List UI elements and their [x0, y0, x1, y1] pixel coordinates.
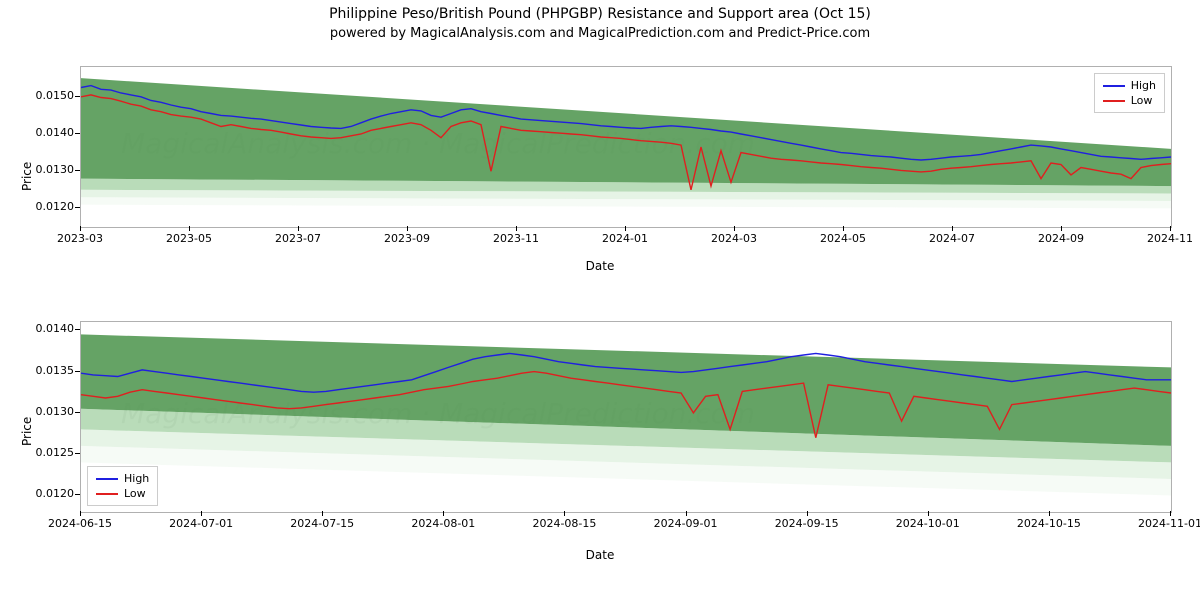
legend-high-row: High: [1103, 78, 1156, 93]
xtick-label: 2024-07: [912, 232, 992, 245]
xtick-label: 2023-05: [149, 232, 229, 245]
ytick-label: 0.0135: [14, 364, 74, 377]
xtick-label: 2024-08-01: [403, 517, 483, 530]
bottom-plot-area: MagicalAnalysis.com · MagicalPrediction.…: [80, 321, 1172, 513]
bottom-svg: [81, 322, 1171, 512]
xtick-label: 2023-11: [476, 232, 556, 245]
chart-title: Philippine Peso/British Pound (PHPGBP) R…: [0, 6, 1200, 22]
top-legend: High Low: [1094, 73, 1165, 113]
xtick-label: 2024-09: [1021, 232, 1101, 245]
xtick-label: 2023-03: [40, 232, 120, 245]
bottom-legend: High Low: [87, 466, 158, 506]
ytick-label: 0.0140: [14, 126, 74, 139]
ytick-label: 0.0150: [14, 89, 74, 102]
xtick-label: 2024-09-15: [767, 517, 847, 530]
xtick-label: 2024-11-01: [1130, 517, 1200, 530]
legend-high-label: High: [1131, 78, 1156, 93]
legend-low-line: [1103, 100, 1125, 102]
xtick-label: 2024-10-15: [1009, 517, 1089, 530]
top-xlabel: Date: [0, 259, 1200, 273]
legend-low-label: Low: [124, 486, 146, 501]
xtick-label: 2024-05: [803, 232, 883, 245]
xtick-label: 2024-09-01: [646, 517, 726, 530]
legend-high-line: [1103, 85, 1125, 87]
legend-low-line: [96, 493, 118, 495]
bottom-chart: Price MagicalAnalysis.com · MagicalPredi…: [0, 316, 1200, 586]
legend-high-line: [96, 478, 118, 480]
top-chart: Price MagicalAnalysis.com · MagicalPredi…: [0, 61, 1200, 291]
xtick-label: 2024-07-01: [161, 517, 241, 530]
legend-high-label: High: [124, 471, 149, 486]
xtick-label: 2024-11: [1130, 232, 1200, 245]
ytick-label: 0.0120: [14, 200, 74, 213]
ytick-label: 0.0130: [14, 405, 74, 418]
legend-low-row: Low: [96, 486, 149, 501]
xtick-label: 2024-08-15: [524, 517, 604, 530]
top-plot-area: MagicalAnalysis.com · MagicalPrediction.…: [80, 66, 1172, 228]
legend-high-row: High: [96, 471, 149, 486]
xtick-label: 2024-06-15: [40, 517, 120, 530]
ytick-label: 0.0140: [14, 322, 74, 335]
chart-subtitle: powered by MagicalAnalysis.com and Magic…: [0, 26, 1200, 41]
top-svg: [81, 67, 1171, 227]
xtick-label: 2024-01: [585, 232, 665, 245]
bottom-ylabel: Price: [20, 417, 34, 446]
xtick-label: 2024-03: [694, 232, 774, 245]
legend-low-label: Low: [1131, 93, 1153, 108]
xtick-label: 2023-07: [258, 232, 338, 245]
ytick-label: 0.0130: [14, 163, 74, 176]
ytick-label: 0.0125: [14, 446, 74, 459]
ytick-label: 0.0120: [14, 487, 74, 500]
xtick-label: 2024-10-01: [888, 517, 968, 530]
bottom-xlabel: Date: [0, 548, 1200, 562]
xtick-label: 2024-07-15: [282, 517, 362, 530]
legend-low-row: Low: [1103, 93, 1156, 108]
xtick-label: 2023-09: [367, 232, 447, 245]
